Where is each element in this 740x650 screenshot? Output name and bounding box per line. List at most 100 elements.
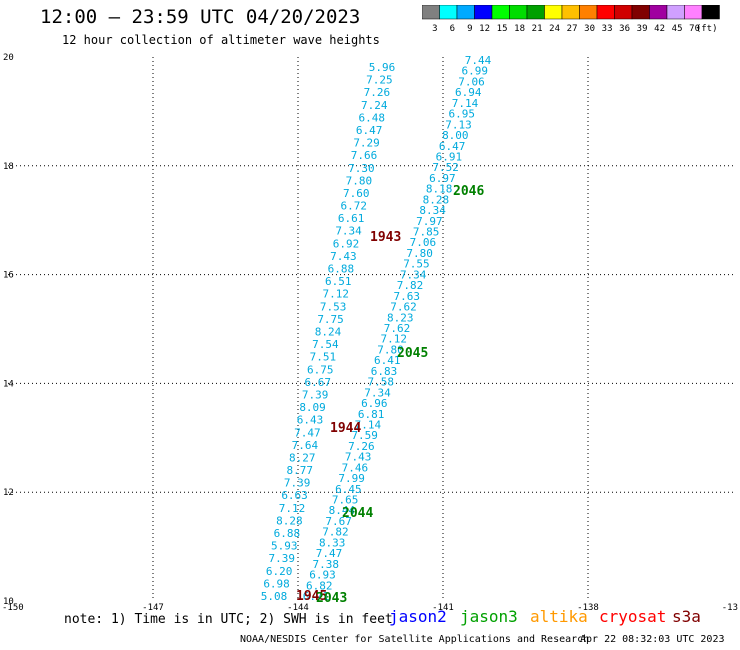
wave-height-value-track1: 7.44: [465, 54, 492, 67]
color-scale-label: 9: [467, 24, 472, 34]
satellite-label-jason2: jason2: [389, 607, 447, 626]
wave-height-value-track1: 6.81: [358, 408, 385, 421]
pass-time-label: 2044: [342, 506, 373, 521]
wave-height-value-track1: 6.95: [449, 108, 476, 121]
wave-height-value-track1: 7.62: [390, 301, 417, 314]
wave-height-value-track1: 7.65: [332, 494, 359, 507]
wave-height-value-track1: 7.80: [377, 343, 404, 356]
wave-height-value-track1: 6.97: [429, 172, 456, 185]
wave-height-value-track2: 6.61: [338, 212, 365, 225]
generation-timestamp: Apr 22 08:32:03 UTC 2023: [580, 634, 725, 645]
wave-height-value-track2: 7.43: [330, 250, 357, 263]
wave-height-value-track1: 6.94: [455, 86, 482, 99]
x-tick-label: -13: [722, 603, 738, 610]
y-tick-label: 18: [3, 162, 14, 172]
pass-time-label: 2046: [453, 184, 484, 199]
wave-height-value-track2: 8.27: [289, 451, 316, 464]
color-scale-label: 18: [514, 24, 525, 34]
wave-height-value-track2: 6.51: [325, 275, 352, 288]
credit-line: NOAA/NESDIS Center for Satellite Applica…: [240, 634, 590, 645]
altimeter-map: -150 -147 -144 -141 -138 -132018161412107.446…: [2, 53, 738, 610]
wave-height-value-track2: 7.12: [279, 502, 306, 515]
wave-height-value-track1: 7.62: [384, 322, 411, 335]
color-scale-label: 24: [549, 24, 560, 34]
pass-time-label: 2045: [397, 346, 428, 361]
wave-height-value-track1: 8.28: [423, 193, 450, 206]
color-scale-label: 21: [532, 24, 543, 34]
wave-height-value-track1: 7.06: [410, 236, 437, 249]
wave-height-value-track2: 7.39: [268, 552, 295, 565]
wave-height-value-track2: 7.24: [361, 99, 388, 112]
color-scale-label: 39: [637, 24, 648, 34]
satellite-label-jason3: jason3: [460, 607, 518, 626]
x-tick-label: -147: [142, 603, 164, 610]
wave-height-value-track2: 7.64: [292, 439, 319, 452]
wave-height-value-track1: 6.41: [374, 354, 401, 367]
color-scale-label: 6: [450, 24, 455, 34]
wave-height-value-track1: 7.34: [400, 268, 427, 281]
color-scale-label: 27: [567, 24, 578, 34]
wave-height-value-track2: 6.88: [328, 263, 355, 276]
wave-height-value-track1: 7.59: [351, 429, 378, 442]
wave-height-value-track1: 7.14: [355, 418, 382, 431]
wave-height-value-track1: 8.23: [387, 311, 414, 324]
wave-height-value-track2: 6.63: [281, 489, 308, 502]
wave-height-value-track2: 7.53: [320, 300, 347, 313]
color-scale-label: (ft): [696, 24, 718, 34]
color-scale-label: 42: [654, 24, 665, 34]
wave-height-value-track1: 7.14: [452, 97, 479, 110]
wave-height-value-track1: 7.43: [345, 451, 372, 464]
wave-height-value-track2: 7.75: [317, 313, 344, 326]
wave-height-value-track2: 6.67: [304, 376, 331, 389]
wave-height-value-track1: 6.96: [361, 397, 388, 410]
wave-height-value-track1: 7.47: [316, 547, 343, 560]
satellite-label-cryosat: cryosat: [599, 607, 667, 626]
wave-height-value-track2: 7.80: [346, 174, 373, 187]
wave-height-value-track2: 6.98: [263, 577, 290, 590]
wave-height-value-track2: 7.34: [335, 225, 362, 238]
wave-height-value-track1: 8.33: [319, 536, 346, 549]
wave-height-value-track1: 6.71: [303, 590, 330, 603]
pass-time-label: 1943: [370, 230, 401, 245]
x-tick-label: -144: [287, 603, 309, 610]
wave-height-value-track2: 5.93: [271, 540, 298, 553]
wave-height-value-track1: 7.52: [432, 161, 459, 174]
color-scale-label: 70: [689, 24, 700, 34]
wave-height-value-track1: 7.55: [403, 258, 430, 271]
wave-height-value-track2: 6.47: [356, 124, 383, 137]
wave-height-value-track2: 6.72: [340, 200, 367, 213]
x-tick-label: -141: [432, 603, 454, 610]
wave-height-value-track1: 6.47: [439, 140, 466, 153]
wave-height-value-track2: 7.54: [312, 338, 339, 351]
y-tick-label: 14: [3, 379, 14, 389]
wave-height-value-track1: 6.91: [436, 150, 463, 163]
wave-height-value-track1: 7.38: [312, 558, 339, 571]
wave-height-value-track1: 6.82: [306, 579, 333, 592]
pass-time-label: 2043: [316, 591, 347, 606]
wave-height-value-track2: 7.29: [353, 137, 380, 150]
wave-height-value-track2: 7.39: [302, 388, 329, 401]
color-scale-label: 36: [619, 24, 630, 34]
color-scale-label: 45: [672, 24, 683, 34]
wave-height-value-track2: 7.47: [294, 426, 321, 439]
wave-height-value-track1: 7.46: [342, 461, 369, 474]
footnote: note: 1) Time is in UTC; 2) SWH is in fe…: [64, 612, 393, 627]
wave-height-value-track2: 6.92: [333, 237, 360, 250]
wave-height-value-track2: 6.20: [266, 565, 293, 578]
wave-height-value-track1: 6.83: [371, 365, 398, 378]
color-swatch-16: [701, 5, 720, 20]
wave-height-value-track2: 7.60: [343, 187, 370, 200]
wave-height-value-track1: 7.99: [338, 472, 365, 485]
pass-time-label: 1944: [330, 421, 361, 436]
wave-height-value-track1: 7.67: [325, 515, 352, 528]
wave-height-value-track2: 7.30: [348, 162, 375, 175]
y-tick-label: 10: [3, 597, 14, 607]
y-tick-label: 16: [3, 271, 14, 281]
color-scale-label: 15: [497, 24, 508, 34]
wave-height-value-track2: 8.09: [299, 401, 326, 414]
wave-height-value-track1: 8.44: [329, 504, 356, 517]
wave-height-value-track1: 8.18: [426, 183, 453, 196]
page-subtitle: 12 hour collection of altimeter wave hei…: [62, 33, 380, 47]
wave-height-value-track2: 7.39: [284, 477, 311, 490]
wave-height-value-track1: 7.26: [348, 440, 375, 453]
